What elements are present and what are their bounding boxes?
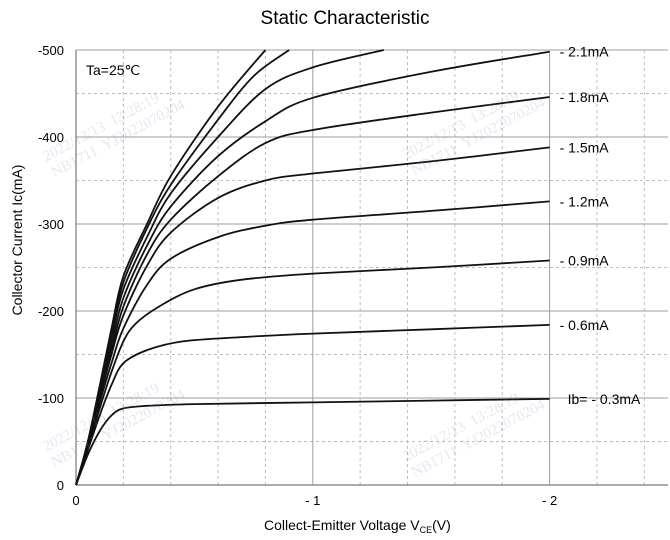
- x-axis-label-main: Collect-Emitter Voltage V: [264, 517, 420, 533]
- curve-label: - 2.1mA: [560, 44, 610, 60]
- curves: [75, 49, 550, 486]
- y-axis-label: Collector Current Ic(mA): [9, 165, 25, 316]
- x-tick-label: - 2: [542, 493, 557, 508]
- x-axis-label-sub: CE: [420, 525, 433, 535]
- curve-series-2: [75, 259, 550, 486]
- y-tick-label: 0: [57, 478, 64, 493]
- grid: [75, 49, 668, 486]
- curve-series-9: [75, 49, 267, 486]
- y-tick-label: -500: [38, 43, 64, 58]
- annotation-ta: Ta=25℃: [86, 62, 140, 78]
- y-tick-label: -300: [38, 217, 64, 232]
- curve-label: - 1.2mA: [560, 193, 610, 209]
- x-axis-label: Collect-Emitter Voltage VCE(V): [264, 517, 451, 535]
- curve-labels: Ib= - 0.3mA - 0.6mA - 0.9mA - 1.2mA - 1.5mA -…: [560, 44, 641, 407]
- curve-series-7: [75, 49, 385, 486]
- chart-title: Static Characteristic: [261, 8, 430, 29]
- curve-series-0: [75, 398, 550, 486]
- x-tick-label: - 1: [305, 493, 320, 508]
- x-axis-label-unit: (V): [432, 517, 451, 533]
- y-tick-label: -400: [38, 130, 64, 145]
- curve-label: - 1.5mA: [560, 139, 610, 155]
- y-tick-label: -200: [38, 304, 64, 319]
- curve-series-3: [75, 200, 550, 486]
- axis-ticks: 0 - 1 - 2 0 -100 -200 -300 -400 -500: [38, 43, 557, 508]
- curve-label: - 1.8mA: [560, 89, 610, 105]
- y-tick-label: -100: [38, 391, 64, 406]
- curve-label: - 0.9mA: [560, 253, 610, 269]
- curve-series-1: [75, 324, 550, 486]
- x-tick-label: 0: [72, 493, 79, 508]
- curve-label: Ib= - 0.3mA: [568, 391, 641, 407]
- curve-label: - 0.6mA: [560, 317, 610, 333]
